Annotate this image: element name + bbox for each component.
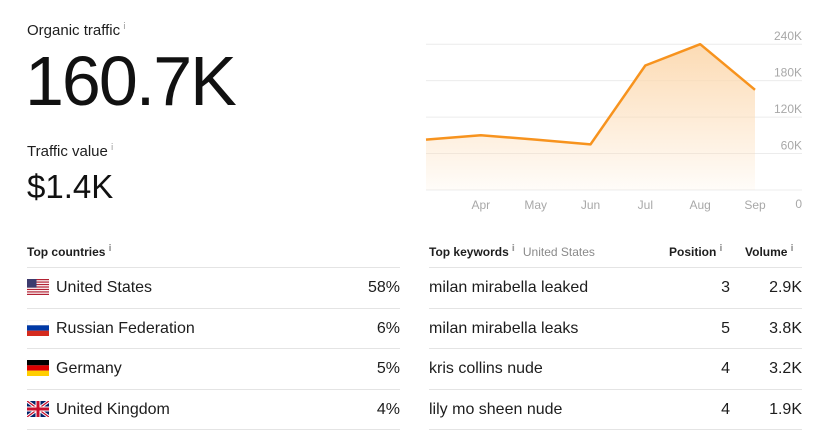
divider	[27, 308, 400, 309]
info-icon[interactable]: i	[123, 22, 126, 32]
keyword-text[interactable]: lily mo sheen nude	[429, 401, 563, 418]
country-name[interactable]: Russian Federation	[56, 320, 195, 337]
divider	[429, 429, 802, 430]
info-icon[interactable]: i	[108, 244, 112, 254]
divider	[27, 348, 400, 349]
country-share: 4%	[376, 401, 400, 418]
keyword-text[interactable]: milan mirabella leaks	[429, 320, 579, 337]
divider	[27, 429, 400, 430]
y-tick-label: 180K	[774, 66, 802, 80]
position-header-text: Position	[669, 245, 717, 259]
keyword-volume: 2.9K	[769, 279, 802, 296]
y-axis-labels: 240K 180K 120K 60K 0	[774, 29, 802, 211]
ru-flag-icon	[27, 320, 49, 336]
traffic-value-label-text: Traffic value	[27, 143, 108, 160]
x-tick-label: Sep	[744, 198, 766, 212]
keyword-text[interactable]: kris collins nude	[429, 360, 543, 377]
x-tick-label: Jul	[638, 198, 653, 212]
info-icon[interactable]: i	[719, 244, 723, 254]
traffic-value-value: $1.4K	[27, 168, 114, 205]
keyword-text[interactable]: milan mirabella leaked	[429, 279, 589, 296]
top-keywords-title: Top keywords	[429, 245, 509, 259]
y-tick-label: 0	[795, 197, 802, 211]
traffic-chart[interactable]: 240K 180K 120K 60K 0 Apr May Jun Jul Aug Sep	[420, 18, 810, 218]
divider	[429, 308, 802, 309]
de-flag-icon	[27, 360, 49, 376]
traffic-line	[425, 42, 756, 146]
traffic-value-label: Traffic value i	[27, 143, 113, 160]
divider	[429, 389, 802, 390]
info-icon[interactable]: i	[110, 143, 114, 153]
x-tick-label: Aug	[689, 198, 710, 212]
organic-traffic-label-text: Organic traffic	[27, 22, 121, 39]
country-name[interactable]: United States	[56, 279, 153, 296]
keywords-country-filter[interactable]: United States	[522, 245, 595, 259]
divider	[27, 389, 400, 390]
divider	[429, 348, 802, 349]
keyword-position: 4	[721, 360, 730, 377]
country-share: 6%	[376, 320, 400, 337]
divider	[429, 267, 802, 268]
volume-column-header[interactable]: Volume i	[745, 244, 794, 259]
y-tick-label: 60K	[781, 139, 802, 153]
keyword-volume: 1.9K	[769, 401, 802, 418]
info-icon[interactable]: i	[511, 244, 515, 254]
country-share: 5%	[376, 360, 400, 377]
top-countries-title: Top countries	[27, 245, 106, 259]
country-name[interactable]: Germany	[56, 360, 122, 377]
x-axis-labels: Apr May Jun Jul Aug Sep	[471, 198, 766, 212]
volume-header-text: Volume	[745, 245, 788, 259]
keyword-position: 3	[721, 279, 730, 296]
y-tick-label: 240K	[774, 29, 802, 43]
x-tick-label: Apr	[471, 198, 490, 212]
top-keywords-header: Top keywords i United States	[429, 244, 595, 259]
traffic-area	[426, 44, 755, 191]
organic-traffic-value: 160.7K	[25, 42, 237, 120]
country-name[interactable]: United Kingdom	[56, 401, 170, 418]
x-tick-label: Jun	[581, 198, 600, 212]
keyword-volume: 3.8K	[769, 320, 802, 337]
keyword-position: 5	[721, 320, 730, 337]
x-tick-label: May	[524, 198, 547, 212]
info-icon[interactable]: i	[790, 244, 794, 254]
y-tick-label: 120K	[774, 102, 802, 116]
keyword-position: 4	[721, 401, 730, 418]
divider	[27, 267, 400, 268]
organic-traffic-label: Organic traffic i	[27, 22, 126, 39]
us-flag-icon	[27, 279, 49, 295]
top-countries-header: Top countries i	[27, 244, 112, 259]
country-share: 58%	[367, 279, 400, 296]
gb-flag-icon	[27, 401, 49, 417]
keyword-volume: 3.2K	[769, 360, 802, 377]
position-column-header[interactable]: Position i	[669, 244, 722, 259]
